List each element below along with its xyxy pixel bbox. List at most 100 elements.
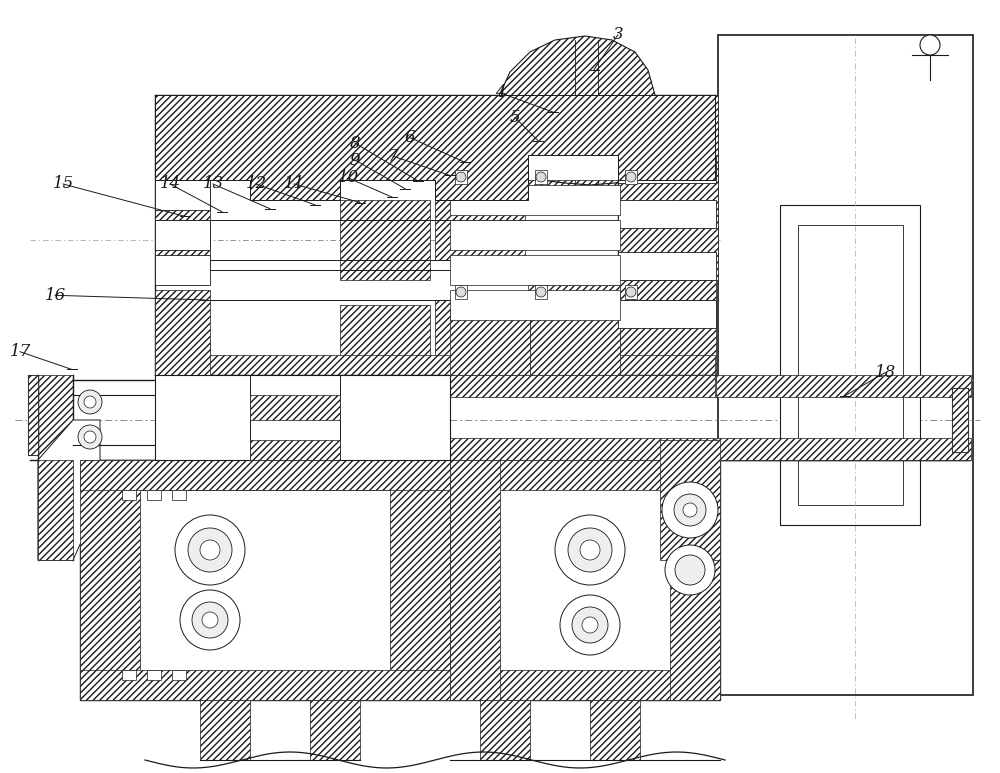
Bar <box>590 700 640 760</box>
Text: 14: 14 <box>159 175 181 192</box>
Bar <box>250 395 340 420</box>
Text: 12: 12 <box>245 175 267 192</box>
Circle shape <box>84 431 96 443</box>
Bar <box>435 300 525 375</box>
Circle shape <box>626 287 636 297</box>
Bar <box>618 252 716 280</box>
Bar <box>716 375 971 397</box>
Bar <box>80 460 450 700</box>
Bar <box>625 285 637 299</box>
Text: 11: 11 <box>283 175 305 192</box>
Circle shape <box>202 612 218 628</box>
Bar <box>147 490 161 500</box>
Circle shape <box>580 540 600 560</box>
Bar <box>155 95 210 270</box>
Bar <box>122 490 136 500</box>
Text: 8: 8 <box>350 135 360 152</box>
Bar <box>618 95 716 195</box>
Bar <box>660 440 720 560</box>
Bar <box>618 95 716 150</box>
Text: 16: 16 <box>44 287 66 304</box>
Polygon shape <box>155 95 715 200</box>
Bar <box>310 700 360 760</box>
Bar <box>172 490 186 500</box>
Bar <box>200 700 250 760</box>
Circle shape <box>78 390 102 414</box>
Bar <box>340 305 430 375</box>
Bar <box>528 285 620 375</box>
Bar <box>670 460 720 700</box>
Bar <box>530 95 620 155</box>
Bar <box>80 460 450 490</box>
Bar <box>535 285 547 299</box>
Circle shape <box>582 617 598 633</box>
Circle shape <box>192 602 228 638</box>
Bar <box>780 205 920 525</box>
Bar <box>718 35 973 695</box>
Bar <box>450 670 720 700</box>
Bar <box>618 155 716 183</box>
Bar <box>716 438 971 460</box>
Bar <box>155 255 210 285</box>
Bar <box>155 375 715 397</box>
Circle shape <box>665 545 715 595</box>
Bar <box>450 290 620 320</box>
Bar <box>155 95 210 180</box>
Bar <box>155 95 715 120</box>
Bar <box>535 170 547 184</box>
Text: 18: 18 <box>874 364 896 381</box>
Bar <box>952 388 968 452</box>
Circle shape <box>560 595 620 655</box>
Circle shape <box>536 172 546 182</box>
Bar <box>155 340 210 375</box>
Circle shape <box>675 555 705 585</box>
Bar <box>618 280 716 375</box>
Text: 9: 9 <box>350 152 360 169</box>
Circle shape <box>536 287 546 297</box>
Bar <box>122 670 136 680</box>
Bar <box>450 220 620 250</box>
Bar <box>450 95 530 155</box>
Bar <box>618 300 716 328</box>
Bar <box>38 460 73 560</box>
Circle shape <box>456 287 466 297</box>
Bar <box>450 460 720 490</box>
Bar <box>618 95 718 280</box>
Bar <box>28 375 38 455</box>
Bar <box>110 490 420 675</box>
Circle shape <box>200 540 220 560</box>
Circle shape <box>683 503 697 517</box>
Text: 17: 17 <box>9 343 31 360</box>
Bar <box>250 440 340 460</box>
Text: 15: 15 <box>52 175 74 192</box>
Bar <box>155 375 450 460</box>
Bar <box>450 255 620 285</box>
Bar <box>340 200 430 280</box>
Bar <box>480 700 530 760</box>
Bar <box>155 438 715 460</box>
Bar <box>618 150 716 180</box>
Bar <box>172 670 186 680</box>
Polygon shape <box>490 36 658 185</box>
Bar <box>952 388 968 452</box>
Bar <box>450 150 620 180</box>
Bar <box>155 220 210 250</box>
Text: 3: 3 <box>613 26 623 43</box>
Bar <box>435 200 525 260</box>
Circle shape <box>662 482 718 538</box>
Text: 4: 4 <box>495 84 505 101</box>
Bar <box>80 670 450 700</box>
Circle shape <box>188 528 232 572</box>
Circle shape <box>456 172 466 182</box>
Bar <box>390 460 450 700</box>
Bar <box>450 460 500 700</box>
Bar <box>155 180 210 210</box>
Circle shape <box>175 515 245 585</box>
Text: 7: 7 <box>388 148 398 165</box>
Circle shape <box>84 396 96 408</box>
Bar <box>450 185 620 215</box>
Text: 13: 13 <box>202 175 224 192</box>
Bar <box>80 460 140 700</box>
Bar <box>155 355 715 377</box>
Circle shape <box>180 590 240 650</box>
